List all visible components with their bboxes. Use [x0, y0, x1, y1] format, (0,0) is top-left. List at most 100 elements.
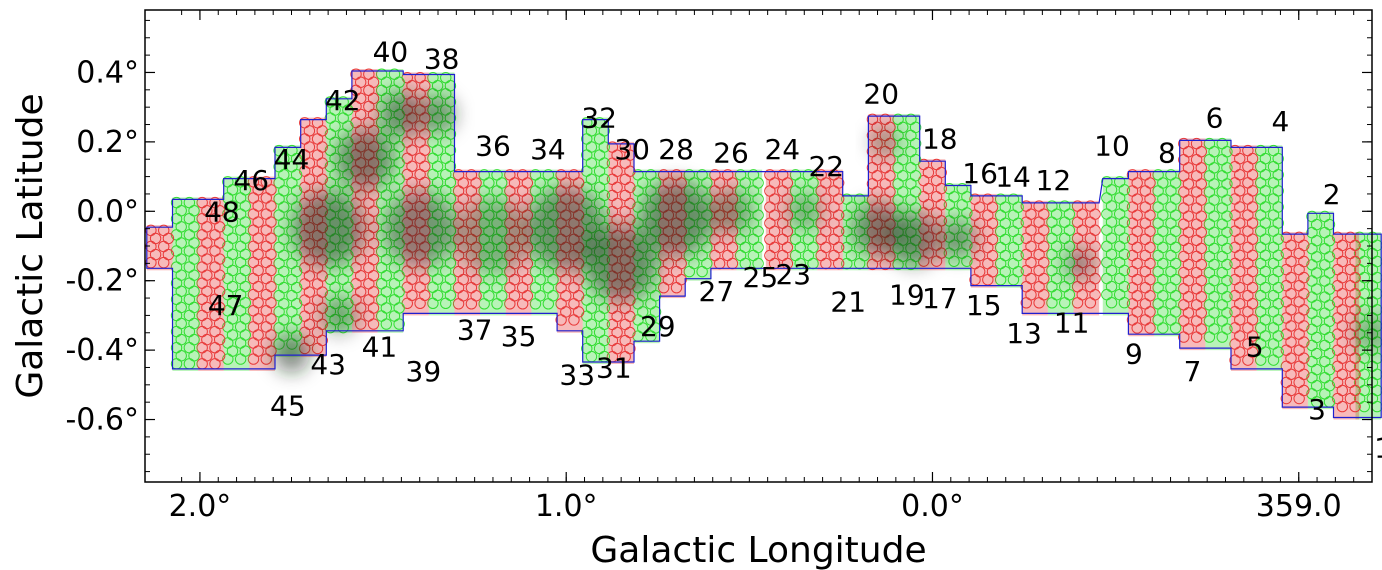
field-number-label: 36: [475, 129, 511, 162]
field-strip: [1254, 144, 1284, 371]
field-number-label: 11: [1054, 306, 1090, 339]
x-tick-label: 359.0: [1256, 489, 1342, 524]
dense-blob: [1064, 248, 1094, 279]
field-circle: [260, 353, 272, 365]
field-strip: [1229, 144, 1259, 371]
field-circle: [866, 258, 879, 271]
field-number-label: 30: [614, 133, 650, 166]
y-tick-label: 0.4°: [76, 55, 139, 90]
field-circle: [1046, 297, 1058, 309]
field-circle: [393, 318, 405, 330]
field-number-label: 40: [373, 36, 409, 69]
dense-blob: [870, 126, 900, 158]
field-circle: [1118, 296, 1131, 309]
field-circle: [1178, 331, 1190, 343]
field-strip: [1101, 176, 1131, 316]
y-tick-label: -0.2°: [65, 264, 139, 299]
field-strip: [222, 176, 252, 371]
field-strip: [1306, 210, 1336, 410]
field-strip: [1203, 137, 1233, 351]
field-circle: [1293, 392, 1305, 405]
axis-tick-labels: 2.0° 1.0° 0.0° 359.0 0.4° 0.2° 0.0° -0.2° -0.4° -…: [65, 55, 1341, 524]
field-number-label: 18: [922, 122, 958, 155]
dense-blob: [419, 95, 457, 134]
field-circle: [930, 255, 943, 267]
field-number-label: 23: [775, 258, 811, 291]
field-circle: [1190, 331, 1203, 343]
dense-blob: [639, 180, 713, 257]
field-circle: [982, 274, 994, 286]
field-number-label: 41: [362, 331, 398, 364]
field-circle: [1203, 331, 1216, 343]
field-number-label: 2: [1323, 178, 1341, 211]
field-circle: [555, 314, 567, 326]
x-tick-label: 1.0°: [535, 489, 598, 524]
x-tick-label: 2.0°: [169, 489, 232, 524]
field-number-label: 37: [457, 313, 493, 346]
x-tick-label: 0.0°: [901, 489, 964, 524]
field-strip: [1331, 231, 1361, 420]
field-circle: [367, 318, 380, 330]
field-number-label: 17: [922, 282, 958, 315]
field-circle: [1157, 322, 1169, 334]
field-circle: [529, 298, 542, 310]
field-number-label: 45: [270, 390, 306, 423]
field-circle: [696, 265, 708, 278]
field-circle: [491, 298, 503, 310]
field-circle: [568, 314, 580, 326]
field-circle: [1071, 297, 1084, 309]
field-number-label: 7: [1184, 355, 1202, 388]
field-circle: [311, 342, 324, 355]
field-strip: [764, 169, 794, 271]
field-circle: [1033, 297, 1045, 309]
field-circle: [1084, 297, 1097, 309]
field-circle: [427, 297, 439, 310]
field-number-label: 44: [274, 143, 310, 176]
dense-blob: [785, 192, 823, 231]
field-circle: [1144, 322, 1156, 334]
field-circle: [478, 298, 490, 310]
field-strip: [196, 196, 226, 371]
field-number-label: 39: [406, 355, 442, 388]
contour-path: [146, 70, 1382, 419]
dense-blob: [939, 219, 977, 259]
field-number-label: 3: [1308, 393, 1326, 426]
field-strip: [994, 193, 1024, 288]
field-strip: [1020, 200, 1050, 316]
field-number-label: 8: [1158, 136, 1176, 169]
dense-blob: [320, 296, 358, 335]
field-circle: [1131, 322, 1143, 334]
field-labels: 0123456789101112131415161718192021222324…: [204, 36, 1382, 465]
field-number-label: 14: [995, 161, 1031, 194]
y-tick-label: -0.4°: [65, 333, 139, 368]
field-circle: [657, 281, 670, 294]
field-number-label: 13: [1006, 317, 1042, 350]
field-circle: [1007, 274, 1020, 286]
dense-blob: [525, 186, 607, 271]
y-tick-label: -0.6°: [65, 403, 139, 438]
y-tick-label: 0.2°: [76, 125, 139, 160]
field-number-label: 16: [962, 157, 998, 190]
field-number-label: 20: [863, 77, 899, 110]
field-circle: [1105, 296, 1118, 309]
field-number-label: 12: [1036, 164, 1072, 197]
field-circle: [1059, 297, 1071, 309]
dense-blob: [456, 197, 530, 274]
field-circle: [961, 255, 973, 267]
dense-blob: [888, 212, 940, 266]
x-axis-label: Galactic Longitude: [590, 530, 926, 570]
dense-blob: [709, 188, 754, 235]
field-number-label: 47: [208, 289, 244, 322]
field-circle: [452, 298, 465, 310]
field-number-label: 9: [1125, 338, 1143, 371]
dense-regions: [273, 91, 1382, 373]
emission-contour: [146, 70, 1382, 419]
field-circle: [1229, 354, 1241, 366]
field-circle: [879, 258, 891, 271]
field-circle: [1336, 400, 1348, 413]
field-circle: [465, 298, 478, 310]
field-circle: [1254, 354, 1267, 366]
field-circle: [234, 353, 247, 365]
field-circle: [1020, 297, 1032, 309]
